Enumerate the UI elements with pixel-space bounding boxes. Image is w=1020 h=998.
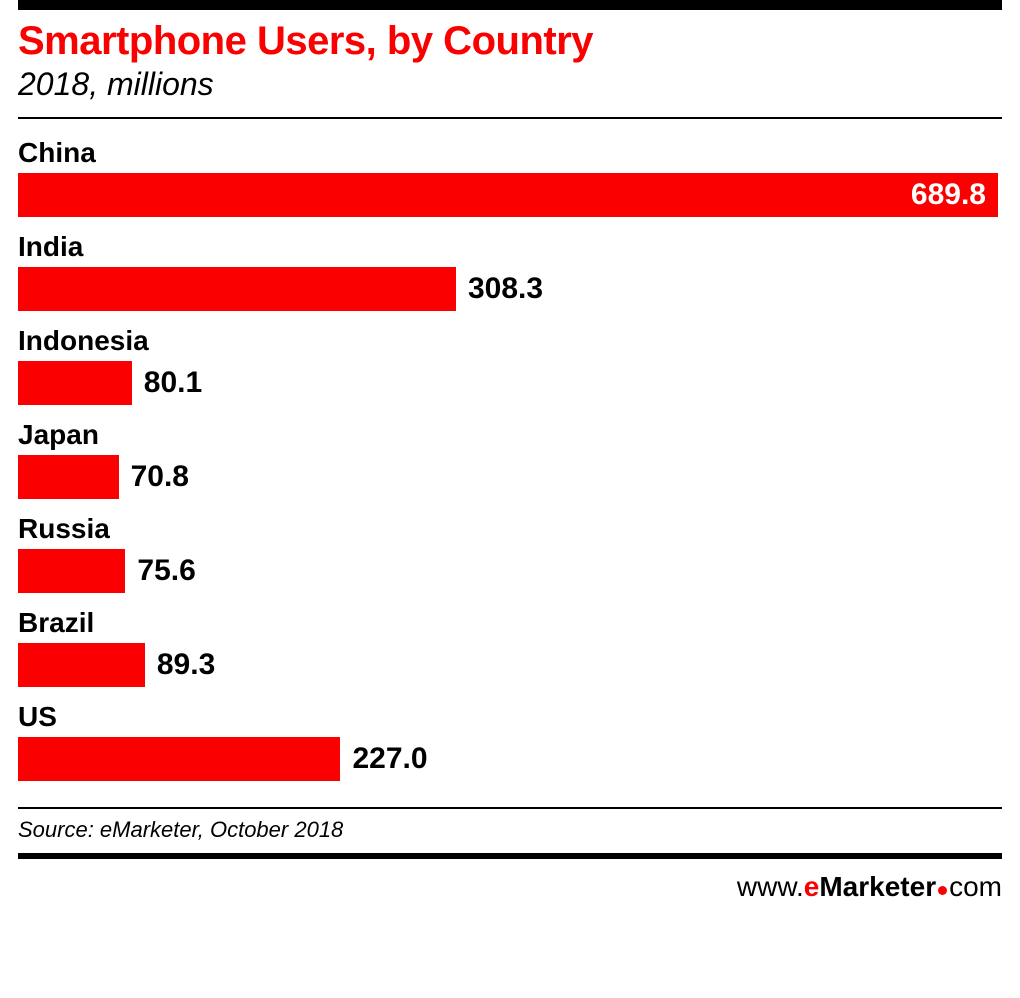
bar-wrap: 80.1: [18, 361, 1002, 405]
bar-row: US 227.0: [18, 701, 1002, 781]
bar: [18, 549, 125, 593]
bar-label: Brazil: [18, 607, 1002, 639]
source-text: Source: eMarketer, October 2018: [18, 817, 1002, 843]
bar-chart: China 689.8 India 308.3 Indonesia 80.1 Japan 70…: [18, 137, 1002, 781]
bar-value: 227.0: [352, 742, 427, 776]
bar-row: Russia 75.6: [18, 513, 1002, 593]
bar: [18, 455, 119, 499]
chart-subtitle: 2018, millions: [18, 66, 1002, 103]
bar-row: India 308.3: [18, 231, 1002, 311]
bar-label: Russia: [18, 513, 1002, 545]
top-rule: [18, 0, 1002, 10]
bar-wrap: 308.3: [18, 267, 1002, 311]
bar-label: Indonesia: [18, 325, 1002, 357]
brand-com: com: [949, 871, 1002, 903]
bar-value: 689.8: [18, 178, 986, 212]
mid-rule: [18, 117, 1002, 119]
brand-logo: www.eMarketer com: [737, 871, 1002, 903]
chart-title: Smartphone Users, by Country: [18, 20, 1002, 62]
bar-value: 70.8: [131, 460, 189, 494]
bottom-rule-thick: [18, 853, 1002, 859]
chart-container: Smartphone Users, by Country 2018, milli…: [0, 20, 1020, 903]
bar-label: India: [18, 231, 1002, 263]
bar-wrap: 227.0: [18, 737, 1002, 781]
bar-value: 75.6: [137, 554, 195, 588]
bar: [18, 643, 145, 687]
bar-value: 308.3: [468, 272, 543, 306]
bar-value: 80.1: [144, 366, 202, 400]
bar: 689.8: [18, 173, 998, 217]
bar-label: US: [18, 701, 1002, 733]
bar-row: China 689.8: [18, 137, 1002, 217]
bottom-rule-thin: [18, 807, 1002, 809]
footer: www.eMarketer com: [18, 871, 1002, 903]
brand-marketer: Marketer: [819, 871, 936, 903]
bar-row: Brazil 89.3: [18, 607, 1002, 687]
brand-www: www.: [737, 871, 804, 903]
bar: [18, 267, 456, 311]
bar-value: 89.3: [157, 648, 215, 682]
bar: [18, 361, 132, 405]
bar-label: Japan: [18, 419, 1002, 451]
bar-row: Japan 70.8: [18, 419, 1002, 499]
bar: [18, 737, 340, 781]
bar-wrap: 70.8: [18, 455, 1002, 499]
bar-wrap: 89.3: [18, 643, 1002, 687]
bar-row: Indonesia 80.1: [18, 325, 1002, 405]
bar-wrap: 75.6: [18, 549, 1002, 593]
brand-e: e: [804, 871, 820, 903]
bar-label: China: [18, 137, 1002, 169]
brand-dot-icon: [938, 886, 947, 895]
bar-wrap: 689.8: [18, 173, 1002, 217]
